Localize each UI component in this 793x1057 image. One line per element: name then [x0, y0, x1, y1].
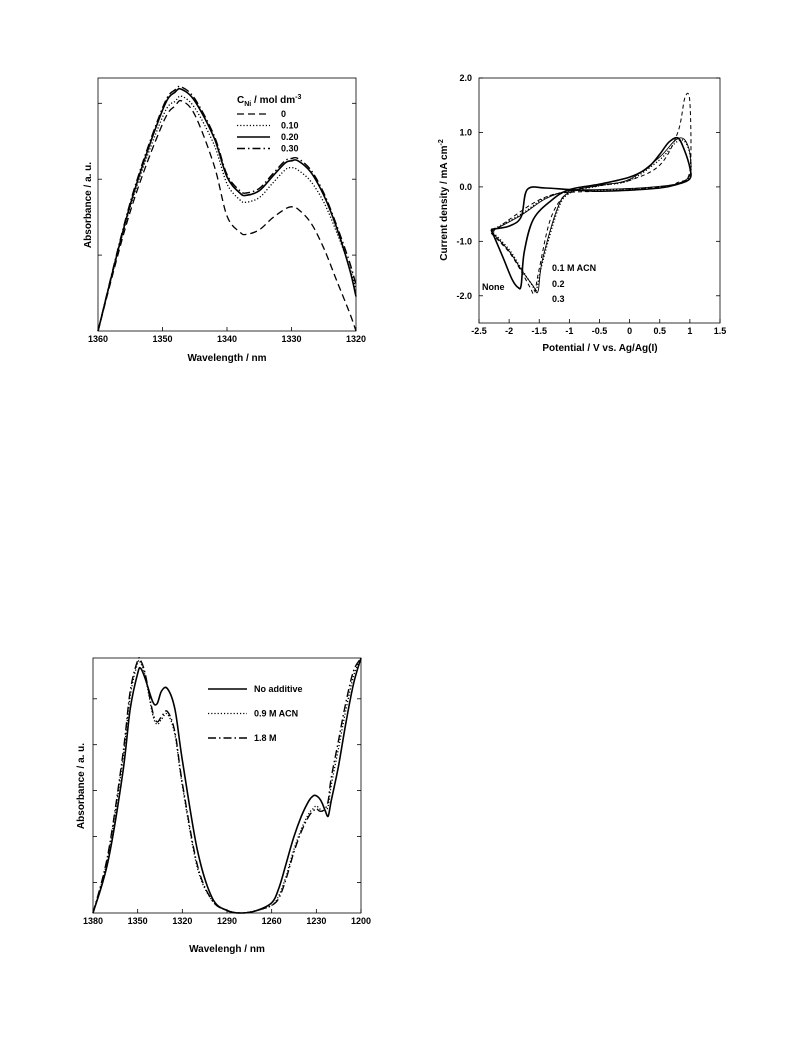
x-tick-label: 1.5 — [714, 326, 727, 336]
series-line-1 — [97, 95, 357, 332]
chart2-ticks — [478, 77, 721, 323]
chart2-plot-frame — [478, 77, 721, 324]
x-tick-label: 1260 — [262, 916, 282, 926]
chart1-x-axis-title: Wavelength / nm — [187, 353, 266, 364]
chart3-ticks — [92, 698, 362, 913]
chart1-plot-frame — [97, 77, 357, 332]
x-tick-label: 1320 — [172, 916, 192, 926]
x-tick-label: -2.5 — [471, 326, 487, 336]
x-tick-label: 0 — [627, 326, 632, 336]
series-line-3 — [490, 137, 692, 294]
x-tick-label: -0.5 — [592, 326, 608, 336]
chart1-y-axis-title: Absorbance / a. u. — [83, 162, 94, 248]
x-tick-label: 1350 — [152, 334, 172, 344]
chart3-x-axis-title: Wavelengh / nm — [189, 944, 265, 955]
y-tick-label: 2.0 — [459, 73, 472, 83]
y-tick-label: 1.0 — [459, 127, 472, 137]
y-tick-label: -2.0 — [456, 291, 472, 301]
x-tick-label: 1380 — [83, 916, 103, 926]
series-line-0 — [97, 99, 357, 332]
x-tick-label: 0.5 — [653, 326, 666, 336]
chart2-x-tick-labels: -2.5 -2 -1.5 -1 -0.5 0 0.5 1 1.5 — [471, 326, 726, 336]
x-tick-label: 1360 — [88, 334, 108, 344]
absorbance-acn-chart: 1380 1350 1320 1290 1260 1230 1200 Wavelengh /… — [76, 657, 371, 955]
x-tick-label: 1 — [687, 326, 692, 336]
y-tick-label: -1.0 — [456, 236, 472, 246]
chart2-annotation-0-2: 0.2 — [552, 279, 565, 289]
legend-label: 1.8 M — [254, 733, 277, 743]
chart3-y-axis-title: Absorbance / a. u. — [76, 743, 87, 829]
chart1-legend: CNi / mol dm-3 0 0.100.20 0.30 — [237, 94, 301, 154]
legend-label: No additive — [254, 684, 303, 694]
chart2-y-tick-labels: 2.0 1.0 0.0 -1.0 -2.0 — [456, 73, 472, 301]
chart1-legend-items: 0 0.100.20 0.30 — [237, 109, 299, 154]
series-line-0 — [92, 657, 362, 914]
legend-label: 0.30 — [281, 144, 299, 154]
x-tick-label: 1350 — [128, 916, 148, 926]
x-tick-label: -1 — [565, 326, 573, 336]
series-line-1 — [92, 657, 362, 914]
chart2-annotation-0-3: 0.3 — [552, 294, 565, 304]
chart2-annotation-0-1m-acn: 0.1 M ACN — [552, 263, 596, 273]
legend-label: 0.9 M ACN — [254, 709, 298, 719]
series-line-3 — [97, 85, 357, 332]
series-line-0 — [490, 136, 692, 290]
chart3-series-lines — [92, 657, 362, 914]
series-line-2 — [97, 87, 357, 332]
chart2-series-lines — [490, 92, 692, 295]
chart1-x-tick-labels: 1360 1350 1340 1330 1320 — [88, 334, 366, 344]
x-tick-label: 1200 — [351, 916, 371, 926]
x-tick-label: -2 — [505, 326, 513, 336]
series-line-2 — [92, 657, 362, 914]
absorbance-nickel-chart: 1360 1350 1340 1330 1320 Wavelength / nm Abs… — [83, 77, 366, 364]
x-tick-label: 1320 — [346, 334, 366, 344]
chart3-legend: No additive 0.9 M ACN 1.8 M — [208, 684, 303, 743]
x-tick-label: 1330 — [281, 334, 301, 344]
cyclic-voltammogram-chart: -2.5 -2 -1.5 -1 -0.5 0 0.5 1 1.5 2.0 1.0 0.0 -1.0 -2… — [438, 73, 726, 354]
legend-label: 0.20 — [281, 132, 299, 142]
chart1-series-lines — [97, 85, 357, 332]
chart2-annotation-none: None — [482, 282, 505, 292]
x-tick-label: 1290 — [217, 916, 237, 926]
y-tick-label: 0.0 — [459, 182, 472, 192]
x-tick-label: 1340 — [217, 334, 237, 344]
legend-label: 0 — [281, 109, 286, 119]
chart2-x-axis-title: Potential / V vs. Ag/Ag(I) — [542, 343, 657, 354]
x-tick-label: -1.5 — [531, 326, 547, 336]
chart1-legend-title: CNi / mol dm-3 — [237, 94, 301, 108]
chart2-y-axis-title: Current density / mA cm-2 — [438, 139, 450, 261]
series-line-2 — [490, 139, 692, 293]
legend-label: 0.10 — [281, 121, 299, 131]
chart3-x-tick-labels: 1380 1350 1320 1290 1260 1230 1200 — [83, 916, 371, 926]
x-tick-label: 1230 — [306, 916, 326, 926]
